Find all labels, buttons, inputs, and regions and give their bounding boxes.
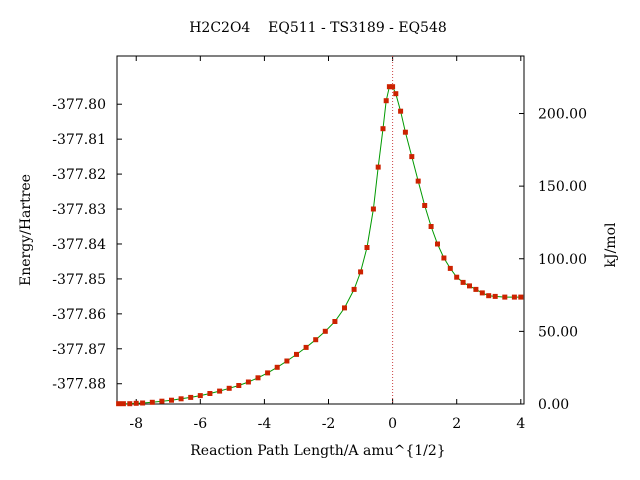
data-point-38 bbox=[409, 154, 415, 160]
data-point-18 bbox=[274, 364, 280, 370]
data-point-32 bbox=[383, 98, 389, 104]
y-right-tick-label-1: 50.00 bbox=[538, 324, 578, 340]
data-point-3 bbox=[133, 400, 139, 406]
data-point-5 bbox=[149, 399, 155, 405]
data-point-35 bbox=[393, 91, 399, 97]
x-tick-label-5: 2 bbox=[452, 416, 461, 432]
data-point-40 bbox=[422, 203, 428, 208]
data-point-4 bbox=[140, 400, 146, 406]
data-point-49 bbox=[479, 290, 485, 296]
y-right-tick-label-3: 150.00 bbox=[538, 179, 587, 195]
data-point-20 bbox=[294, 351, 299, 357]
data-point-12 bbox=[217, 388, 223, 394]
y-left-tick-label-6: -377.86 bbox=[52, 307, 106, 323]
data-point-54 bbox=[518, 294, 524, 300]
data-point-29 bbox=[370, 206, 376, 212]
y-right-tick-label-2: 100.00 bbox=[538, 252, 587, 268]
x-tick-label-2: -4 bbox=[258, 416, 272, 432]
data-point-9 bbox=[188, 394, 194, 400]
y-left-tick-label-5: -377.85 bbox=[52, 272, 106, 288]
data-point-24 bbox=[332, 319, 338, 324]
data-point-28 bbox=[364, 245, 370, 250]
data-point-22 bbox=[313, 337, 319, 343]
data-point-7 bbox=[169, 397, 174, 403]
y-left-tick-label-2: -377.82 bbox=[52, 167, 106, 183]
data-point-33 bbox=[386, 84, 392, 90]
data-point-37 bbox=[402, 129, 408, 135]
data-point-51 bbox=[492, 293, 498, 299]
data-point-45 bbox=[454, 274, 460, 280]
data-point-42 bbox=[435, 241, 440, 247]
data-point-39 bbox=[415, 178, 421, 184]
data-point-21 bbox=[303, 344, 309, 350]
y-right-tick-label-4: 200.00 bbox=[538, 107, 587, 123]
data-point-8 bbox=[178, 396, 184, 402]
data-point-44 bbox=[447, 265, 453, 271]
data-point-30 bbox=[375, 164, 381, 170]
y-left-tick-label-1: -377.81 bbox=[52, 132, 106, 148]
data-point-15 bbox=[245, 379, 251, 385]
data-point-1 bbox=[120, 401, 126, 407]
data-point-23 bbox=[322, 328, 328, 334]
data-point-36 bbox=[398, 108, 404, 114]
x-tick-label-6: 4 bbox=[516, 416, 525, 432]
x-axis-label: Reaction Path Length/A amu^{1/2} bbox=[190, 443, 445, 459]
data-point-10 bbox=[197, 393, 203, 399]
data-point-41 bbox=[428, 224, 434, 229]
data-point-43 bbox=[441, 255, 447, 261]
data-point-27 bbox=[358, 269, 364, 275]
y-right-tick-label-0: 0.00 bbox=[538, 397, 569, 413]
data-point-34 bbox=[390, 84, 396, 90]
data-point-16 bbox=[255, 375, 261, 381]
data-point-26 bbox=[351, 286, 357, 292]
y-left-tick-label-8: -377.88 bbox=[52, 377, 106, 393]
energy-curve bbox=[118, 86, 521, 405]
data-point-11 bbox=[207, 391, 213, 396]
data-point-50 bbox=[486, 293, 492, 299]
y-left-tick-label-0: -377.80 bbox=[52, 97, 106, 113]
data-point-2 bbox=[127, 401, 133, 407]
x-tick-label-0: -8 bbox=[129, 416, 143, 432]
data-point-46 bbox=[460, 279, 466, 285]
data-point-19 bbox=[284, 358, 290, 364]
plot-area: -8 -6 -4 -2 0 2 4 -377.80 -377.81 -377.82 -377.83 -… bbox=[52, 55, 587, 432]
data-point-25 bbox=[342, 305, 347, 311]
chart-title: H2C2O4 EQ511 - TS3189 - EQ548 bbox=[189, 20, 447, 36]
y-left-tick-label-7: -377.87 bbox=[52, 342, 106, 358]
x-tick-label-4: 0 bbox=[388, 416, 397, 432]
plot-frame bbox=[116, 55, 525, 405]
data-point-48 bbox=[473, 286, 479, 292]
data-point-0 bbox=[116, 401, 122, 407]
y-axis-left-label: Energy/Hartree bbox=[18, 174, 34, 286]
x-tick-label-3: -2 bbox=[322, 416, 336, 432]
data-point-6 bbox=[159, 398, 165, 404]
x-tick-label-1: -6 bbox=[194, 416, 208, 432]
data-point-17 bbox=[265, 370, 271, 376]
data-point-31 bbox=[380, 126, 386, 132]
data-point-47 bbox=[467, 283, 472, 289]
data-point-13 bbox=[226, 385, 232, 391]
data-point-14 bbox=[236, 383, 242, 388]
y-axis-right-label: kJ/mol bbox=[603, 222, 619, 268]
y-left-tick-label-4: -377.84 bbox=[52, 237, 106, 253]
data-point-52 bbox=[502, 294, 508, 300]
data-point-53 bbox=[511, 294, 517, 300]
y-left-tick-label-3: -377.83 bbox=[52, 202, 106, 218]
